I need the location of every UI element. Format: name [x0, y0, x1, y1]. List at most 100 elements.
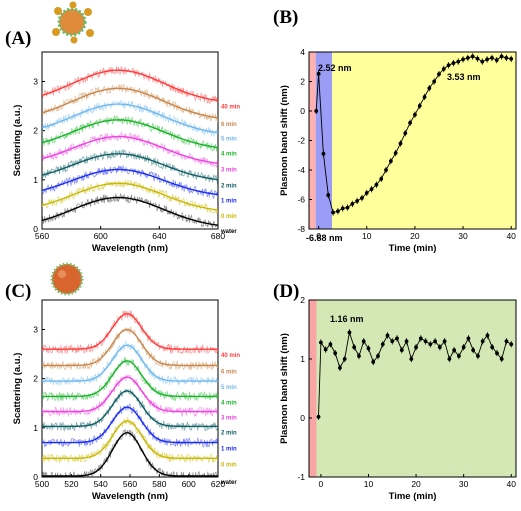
panel-c-noisy-trace: [42, 429, 218, 477]
panel-a-series-group: [42, 65, 218, 229]
panel-d-data-point: [328, 342, 333, 347]
panel-a-y-tick-label: 3: [33, 77, 38, 87]
panel-a-fit-curve: [42, 103, 218, 134]
panel-c-y-tick-label: 0: [33, 472, 38, 482]
panel-c-fit-curve: [42, 406, 218, 444]
panel-d-series-line: [318, 332, 512, 417]
panel-d-data-point: [409, 357, 414, 361]
panel-d-data-point: [385, 333, 390, 338]
panel-a-series-1-min: [42, 165, 218, 199]
panel-b-data-point: [427, 86, 432, 91]
panel-d-highlight-region: [316, 300, 516, 477]
panel-c-y-axis-title: Scattering (a.u.): [12, 353, 23, 425]
panel-c-plot-frame: [41, 299, 219, 478]
panel-a-letter: (A): [5, 28, 31, 49]
panel-a-x-axis-title: Wavelength (nm): [92, 243, 168, 254]
panel-a-series-label: 4 min: [221, 152, 237, 158]
panel-d-x-axis-title: Time (min): [389, 491, 437, 502]
panel-b-data-point: [413, 112, 417, 117]
panel-c-fit-curve: [42, 390, 218, 428]
panel-b-data-point: [417, 103, 422, 108]
panel-b-data-point: [441, 67, 446, 71]
panel-b-data-point: [335, 209, 340, 214]
panel-a-series-5-min: [42, 99, 218, 138]
panel-c-fit-curve: [42, 360, 218, 398]
panel-a-x-tick-label: 640: [152, 231, 166, 241]
panel-b-annotation: -6.88 nm: [306, 233, 343, 243]
panel-d-data-point: [371, 360, 376, 364]
panel-b: (B) 0 10 20 30 40 -8 -6 -4 -2 0 2 4 Time (min) Plasmo…: [273, 7, 517, 254]
panel-c-series-label: 3 min: [221, 416, 237, 422]
panel-c-fit-curve: [42, 328, 218, 367]
panel-a-series-2-min: [42, 148, 218, 185]
panel-d-data-point: [361, 339, 366, 344]
panel-b-y-tick-label: 0: [300, 106, 305, 116]
panel-b-x-tick-label: 30: [458, 231, 468, 241]
panel-a-fit-curve: [42, 168, 218, 196]
panel-c-x-tick-label: 500: [35, 479, 49, 489]
panel-c-y-tick-label: 2: [33, 374, 38, 384]
panel-d-data-point: [509, 342, 514, 347]
panel-b-data-point: [314, 109, 319, 113]
panel-d-data-point: [476, 354, 480, 358]
panel-a-series-0-min: [42, 179, 218, 214]
panel-a-series-label: 6 min: [221, 122, 237, 128]
panel-b-letter: (B): [273, 7, 298, 28]
panel-c-x-tick-label: 560: [123, 479, 137, 489]
panel-d-letter: (D): [273, 281, 299, 302]
panel-d-data-point: [347, 330, 352, 335]
panel-a-series-40-min: [42, 65, 218, 104]
panel-b-data-point: [437, 72, 441, 77]
panel-d-y-tick-label: -1: [297, 472, 305, 482]
panel-a-series-label: 0 min: [221, 214, 237, 220]
panel-d-data-point: [428, 342, 433, 347]
panel-b-y-tick-label: -4: [297, 165, 305, 175]
panel-a-y-axis-title: Scattering (a.u.): [12, 105, 23, 177]
panel-b-data-point: [340, 206, 345, 211]
panel-c-series-label: water: [220, 480, 237, 486]
panel-c-series-1-min: [42, 403, 218, 448]
panel-d-data-point: [447, 357, 452, 361]
panel-b-y-tick-label: 2: [300, 77, 305, 87]
panel-a-series-label: 1 min: [221, 199, 237, 205]
panel-c-fit-curve: [42, 313, 218, 350]
panel-b-data-point: [374, 182, 379, 187]
panel-d-data-point: [338, 365, 342, 370]
panel-b-data-point: [470, 54, 475, 59]
panel-b-data-point: [456, 59, 461, 64]
panel-b-x-tick-label: 20: [410, 231, 420, 241]
panel-c-series-0-min: [42, 416, 218, 464]
panel-c-noisy-trace: [42, 403, 218, 448]
panel-a-plot-frame: [41, 51, 219, 230]
panel-d-data-point: [442, 339, 447, 344]
panel-d-data-point: [423, 339, 428, 344]
panel-b-y-axis-title: Plasmon band shift (nm): [279, 85, 290, 196]
panel-d-y-tick-label: 2: [300, 295, 305, 305]
panel-a-noisy-trace: [42, 99, 218, 138]
panel-b-data-point: [465, 56, 470, 60]
panel-b-data-point: [379, 176, 384, 181]
panel-c-series-label: 1 min: [221, 447, 237, 453]
panel-a-fit-curve: [42, 182, 218, 211]
panel-c-series-3-min: [42, 374, 218, 418]
panel-d-y-axis-title: Plasmon band shift (nm): [279, 333, 290, 444]
panel-d-data-point: [504, 339, 509, 344]
panel-b-highlight-region: [309, 52, 316, 229]
panel-b-data-point: [345, 205, 350, 210]
panel-c-fit-curve: [42, 420, 218, 459]
panel-c-y-tick-label: 3: [33, 325, 38, 335]
nanoparticle-illustration-c: [50, 262, 84, 296]
panel-d-data-point: [456, 354, 461, 358]
panel-a-y-tick-label: 2: [33, 126, 38, 136]
panel-a-y-tick-label: 1: [33, 175, 38, 185]
panel-b-data-point: [422, 95, 427, 99]
panel-c-series-group: [42, 310, 218, 477]
panel-c-series-water: [42, 429, 218, 477]
panel-c-series-label: 6 min: [221, 369, 237, 375]
panel-d-data-point: [395, 336, 399, 341]
panel-b-highlight-region: [332, 52, 516, 229]
panel-b-x-tick-label: 10: [362, 231, 372, 241]
panel-b-annotation: 2.52 nm: [318, 63, 352, 73]
panel-b-data-point: [355, 199, 360, 203]
